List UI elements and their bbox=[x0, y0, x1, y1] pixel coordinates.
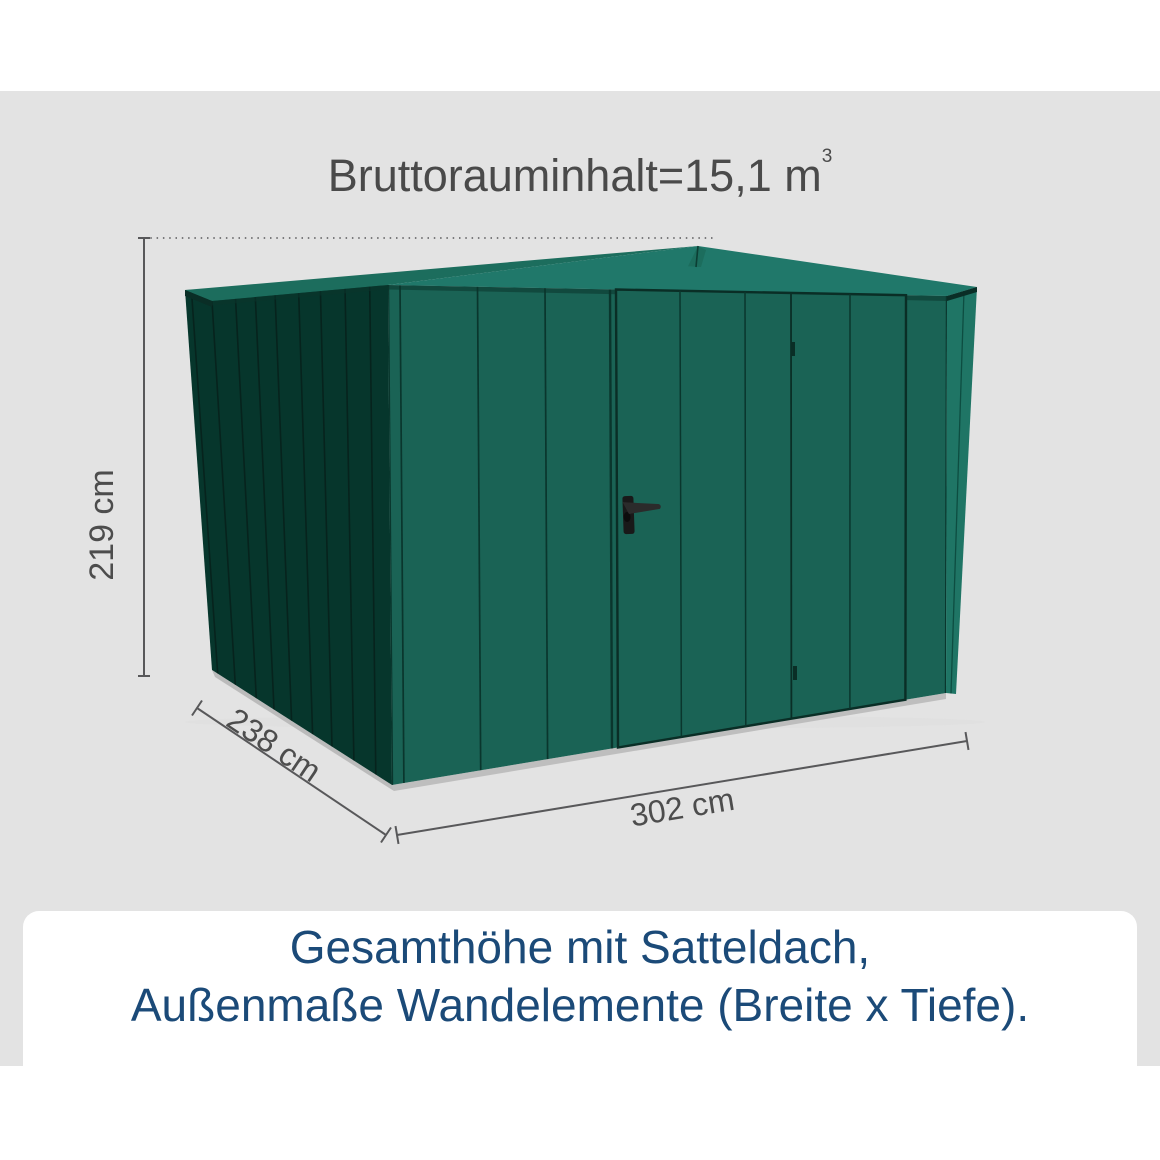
svg-text:302 cm: 302 cm bbox=[627, 781, 736, 834]
svg-text:219 cm: 219 cm bbox=[83, 469, 121, 581]
